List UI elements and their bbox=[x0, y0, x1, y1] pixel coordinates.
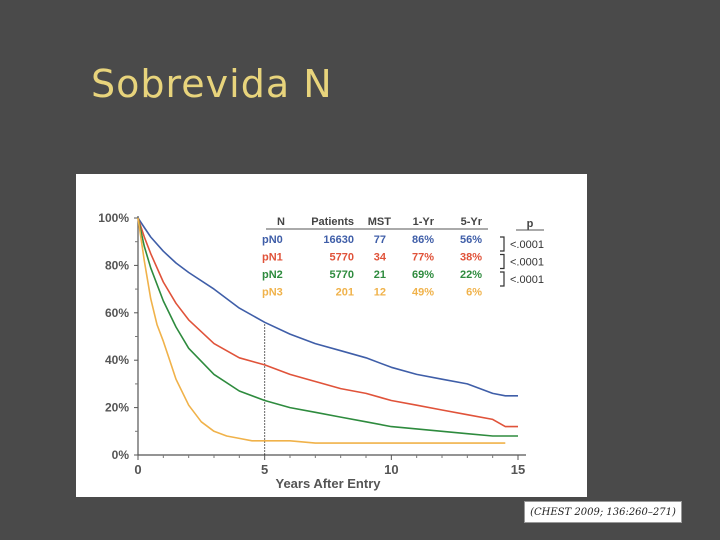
y-tick-label: 60% bbox=[105, 306, 129, 320]
y-tick-label: 80% bbox=[105, 258, 129, 272]
table-cell-1yr: 69% bbox=[412, 269, 434, 281]
table-cell-patients: 5770 bbox=[330, 252, 354, 264]
y-tick-label: 100% bbox=[98, 211, 129, 225]
table-cell-1yr: 77% bbox=[412, 252, 434, 264]
table-cell-5yr: 38% bbox=[460, 252, 482, 264]
table-header-mst: MST bbox=[368, 216, 392, 228]
table-cell-1yr: 86% bbox=[412, 234, 434, 246]
y-tick-label: 0% bbox=[112, 448, 130, 462]
y-tick-label: 20% bbox=[105, 401, 129, 415]
table-cell-5yr: 56% bbox=[460, 234, 482, 246]
curve-pn1 bbox=[137, 217, 518, 428]
p-value-label: <.0001 bbox=[510, 257, 544, 269]
table-cell-mst: 34 bbox=[374, 252, 387, 264]
table-cell-1yr: 49% bbox=[412, 287, 434, 299]
table-cell-patients: 16630 bbox=[323, 234, 354, 246]
table-cell-5yr: 22% bbox=[460, 269, 482, 281]
table-cell-patients: 5770 bbox=[330, 269, 354, 281]
p-value-label: <.0001 bbox=[510, 274, 544, 286]
table-cell-mst: 77 bbox=[374, 234, 386, 246]
table-cell-n: pN1 bbox=[262, 252, 283, 264]
curve-pn2 bbox=[137, 217, 518, 437]
survival-chart-figure: 0% 20% 40% 60% 80% 100% 0 5 10 15 Years After Entr… bbox=[76, 174, 587, 497]
table-header-1yr: 1-Yr bbox=[413, 216, 435, 228]
survival-chart: 0% 20% 40% 60% 80% 100% 0 5 10 15 Years After Entr… bbox=[98, 211, 544, 491]
table-header-patients: Patients bbox=[311, 216, 354, 228]
table-cell-patients: 201 bbox=[336, 287, 354, 299]
table-cell-n: pN3 bbox=[262, 287, 283, 299]
curve-pn0 bbox=[137, 217, 518, 397]
p-value-label: <.0001 bbox=[510, 239, 544, 251]
table-cell-n: pN2 bbox=[262, 269, 283, 281]
x-tick-label: 10 bbox=[384, 462, 398, 477]
table-cell-n: pN0 bbox=[262, 234, 283, 246]
p-bracket bbox=[500, 253, 505, 270]
x-tick-label: 5 bbox=[261, 462, 268, 477]
citation: (CHEST 2009; 136:260–271) bbox=[524, 501, 682, 523]
x-tick-label: 15 bbox=[511, 462, 525, 477]
table-header-n: N bbox=[277, 216, 285, 228]
x-axis-label: Years After Entry bbox=[275, 476, 381, 491]
table-cell-5yr: 6% bbox=[466, 287, 482, 299]
curve-pn3 bbox=[137, 217, 506, 444]
x-tick-label: 0 bbox=[134, 462, 141, 477]
table-header-5yr: 5-Yr bbox=[461, 216, 483, 228]
table-cell-mst: 21 bbox=[374, 269, 386, 281]
y-tick-label: 40% bbox=[105, 353, 129, 367]
table-cell-mst: 12 bbox=[374, 287, 386, 299]
p-bracket bbox=[500, 271, 505, 287]
slide-title: Sobrevida N bbox=[91, 62, 333, 106]
table-header-p: p bbox=[527, 218, 534, 230]
p-bracket bbox=[500, 236, 505, 252]
